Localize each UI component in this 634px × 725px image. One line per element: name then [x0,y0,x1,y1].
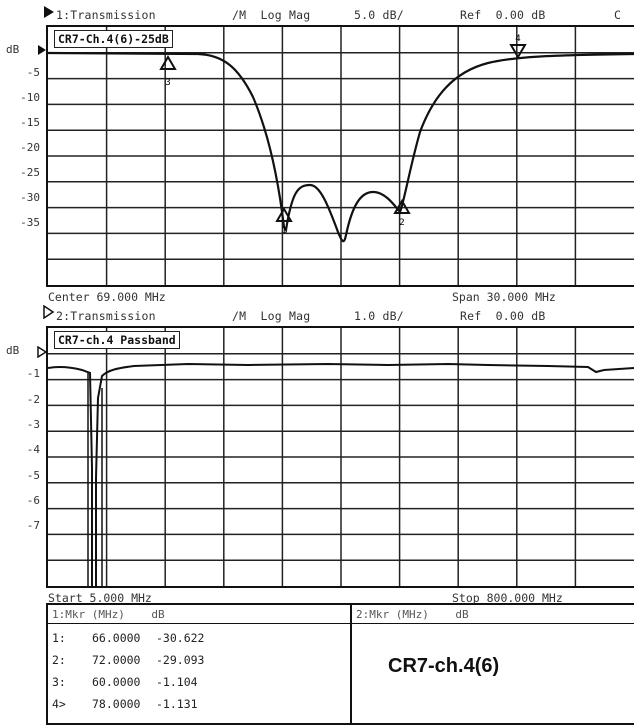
ch1-y-tick-label: -20 [20,141,40,154]
ch1-header-trace[interactable]: 1:Transmission [56,8,156,22]
marker-2-icon[interactable] [393,199,411,214]
ch1-trace [48,51,634,243]
marker-id-cell: 2: [52,653,66,667]
channel1-active-indicator [44,6,54,18]
ch1-y-tick-label: -15 [20,116,40,129]
ch2-header-ref[interactable]: Ref 0.00 dB [460,309,546,323]
ch2-trace-svg [48,328,634,586]
marker-1-icon[interactable] [275,207,293,222]
marker-db-cell: -29.093 [156,653,205,667]
marker-id-cell: 4> [52,697,66,711]
ch2-header-trace[interactable]: 2:Transmission [56,309,156,323]
ch2-footer-start: Start 5.000 MHz [48,591,152,605]
ch1-ref-level-arrow [38,45,46,55]
marker-freq-cell: 60.0000 [92,675,141,689]
ch1-footer-span: Span 30.000 MHz [452,290,556,304]
ch1-y-tick-label: -5 [26,66,40,79]
ch2-y-tick-label: -4 [26,443,40,457]
marker-table-left-header: 1:Mkr (MHz) dB [52,608,165,621]
marker-3-label: 3 [165,78,170,88]
ch1-header-ref[interactable]: Ref 0.00 dB [460,8,546,22]
marker-2-label: 2 [399,218,404,228]
marker-freq-cell: 78.0000 [92,697,141,711]
marker-id-cell: 3: [52,675,66,689]
dut-caption: CR7-ch.4(6) [388,655,500,677]
channel2-indicator-icon [43,305,55,319]
marker-4-icon[interactable] [509,44,527,59]
ch2-y-tick-label: -1 [26,367,40,381]
ch1-y-tick-label: -35 [20,216,40,229]
ch2-y-tick-label: -3 [26,417,40,431]
ch1-y-tick-label: -25 [20,166,40,179]
ch2-header-format[interactable]: /M Log Mag [232,309,311,323]
ch2-notch-lines [87,372,103,586]
ch2-header-scale[interactable]: 1.0 dB/ [354,309,404,323]
marker-table: 1:Mkr (MHz) dB 2:Mkr (MHz) dB 1: 66.0000 -… [46,603,634,725]
ch1-plot-area[interactable]: 3 1 2 4 CR7-Ch.4(6)-25dB [46,25,634,287]
marker-table-right-header: 2:Mkr (MHz) dB [356,608,469,621]
marker-3-icon[interactable] [159,55,177,70]
marker-freq-cell: 72.0000 [92,653,141,667]
ch2-y-tick-label: -2 [26,392,40,406]
ch1-header-format[interactable]: /M Log Mag [232,8,311,22]
ch2-y-unit: dB [6,344,20,357]
marker-id-cell: 1: [52,631,66,645]
ch2-footer-stop: Stop 800.000 MHz [452,591,563,605]
marker-db-cell: -30.622 [156,631,205,645]
ch1-trace-label: CR7-Ch.4(6)-25dB [54,30,173,48]
ch2-y-tick-label: -5 [26,468,40,482]
ch2-trace-label: CR7-ch.4 Passband [54,331,180,349]
ch2-y-tick-label: -6 [26,493,40,507]
marker-4-label: 4 [515,34,520,44]
ch1-footer-center: Center 69.000 MHz [48,290,166,304]
marker-db-cell: -1.131 [156,697,198,711]
marker-freq-cell: 66.0000 [92,631,141,645]
ch1-header-scale[interactable]: 5.0 dB/ [354,8,404,22]
marker-db-cell: -1.104 [156,675,198,689]
ch2-plot-area[interactable]: CR7-ch.4 Passband [46,326,634,588]
ch2-y-tick-label: -7 [26,519,40,533]
ch2-ref-level-arrow [37,346,47,358]
ch1-trace-svg: 3 1 2 4 [48,27,634,285]
ch1-y-tick-label: -30 [20,191,40,204]
ch1-header-flag: C [614,8,622,22]
ch1-y-tick-label: -10 [20,91,40,104]
ch1-y-unit: dB [6,43,20,56]
marker-1-label: 1 [281,226,286,236]
